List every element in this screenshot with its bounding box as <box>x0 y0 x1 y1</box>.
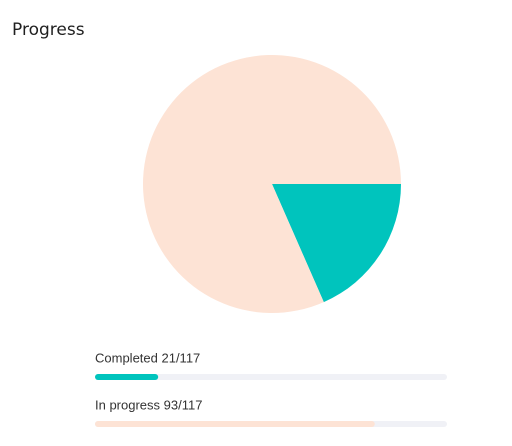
progress-label: Completed 21/117 <box>95 350 200 365</box>
progress-fill <box>95 421 375 427</box>
progress-fill <box>95 374 159 380</box>
progress-label: In progress 93/117 <box>95 397 202 412</box>
progress-track <box>95 374 447 380</box>
pie-slice <box>142 54 401 313</box>
pie-slice <box>272 184 401 303</box>
card-title: Progress <box>12 20 85 40</box>
